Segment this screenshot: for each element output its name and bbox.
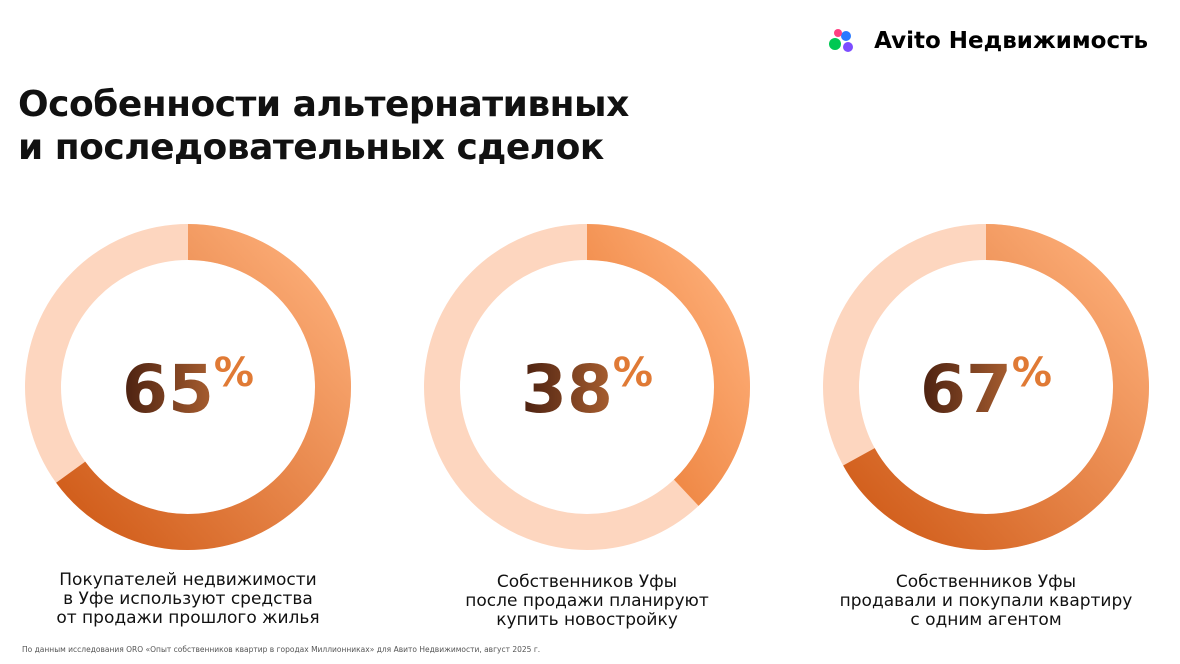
caption-line: после продажи планируют [465, 591, 709, 611]
value-label: 65% [122, 350, 254, 428]
logo-text: Avito Недвижимость [874, 28, 1148, 54]
value-label: 67% [920, 350, 1052, 428]
value-label: 38% [521, 350, 653, 428]
donut-arc [843, 224, 1149, 550]
donut-arc [56, 224, 351, 550]
donut-arc [586, 224, 750, 506]
caption-line: Собственников Уфы [896, 572, 1076, 592]
caption-line: от продажи прошлого жилья [56, 608, 319, 628]
caption-line: продавали и покупали квартиру [840, 591, 1133, 611]
logo: Avito Недвижимость [829, 28, 1148, 54]
footnote: По данным исследования ORO «Опыт собстве… [22, 645, 540, 654]
caption-line: Собственников Уфы [497, 572, 677, 592]
title-line: и последовательных сделок [18, 127, 604, 168]
caption-line: купить новостройку [496, 610, 678, 630]
caption-line: Покупателей недвижимости [59, 570, 316, 590]
caption-line: с одним агентом [910, 610, 1061, 630]
caption-line: в Уфе используют средства [63, 589, 313, 609]
title-line: Особенности альтернативных [18, 84, 629, 125]
